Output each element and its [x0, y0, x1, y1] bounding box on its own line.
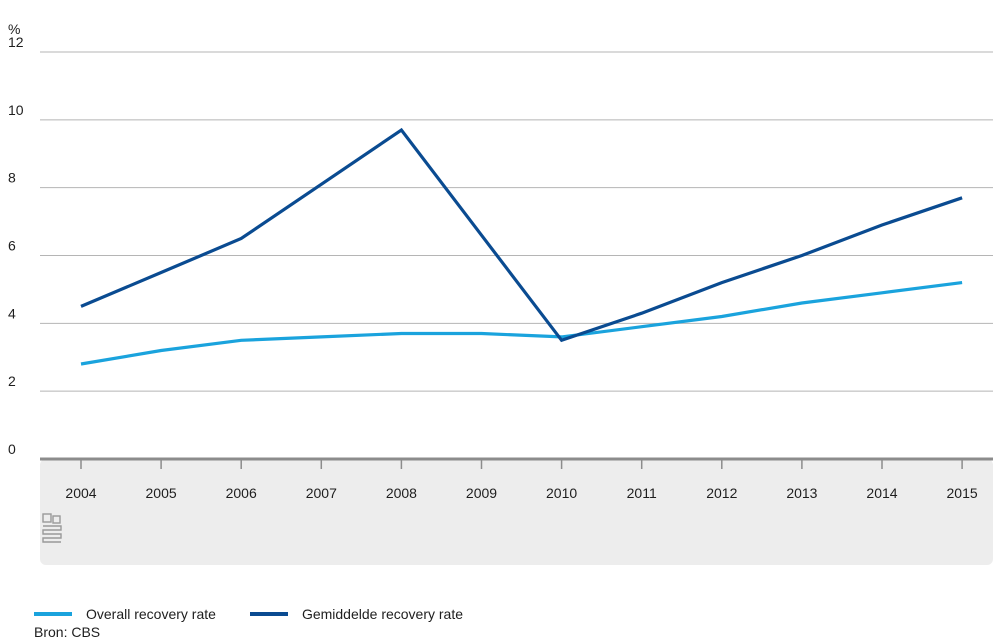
- x-tick-label: 2011: [627, 485, 657, 501]
- x-tick-label: 2010: [546, 485, 577, 501]
- source-note: Bron: CBS: [34, 624, 101, 640]
- legend-item-overall: Overall recovery rate: [34, 606, 216, 622]
- x-tick-label: 2015: [947, 485, 978, 501]
- x-tick-label: 2012: [706, 485, 737, 501]
- grid-lines: [40, 51, 993, 469]
- x-tick-label: 2008: [386, 485, 417, 501]
- y-tick-label: 0: [8, 441, 16, 457]
- series-lines: [80, 127, 963, 366]
- y-tick-label: 10: [8, 102, 24, 118]
- y-tick-label: 12: [8, 34, 24, 50]
- x-tick-label: 2013: [786, 485, 817, 501]
- x-tick-label: 2006: [226, 485, 257, 501]
- legend-swatch-overall: [34, 612, 72, 616]
- x-tick-label: 2007: [306, 485, 337, 501]
- x-tick-label: 2014: [866, 485, 897, 501]
- y-tick-label: 8: [8, 170, 16, 186]
- legend-label-gemiddelde: Gemiddelde recovery rate: [301, 606, 464, 622]
- x-tick-label: 2004: [65, 485, 96, 501]
- legend: Overall recovery rate Gemiddelde recover…: [34, 606, 463, 622]
- x-tick-label: 2009: [466, 485, 497, 501]
- legend-swatch-gemiddelde: [249, 612, 288, 616]
- x-tick-labels: 2004 2005 2006 2007 2008 2009 2010 2011 2012 2013…: [65, 485, 977, 501]
- y-tick-label: 2: [8, 373, 16, 389]
- x-axis-band: [40, 459, 993, 565]
- series-line-overall: [80, 281, 963, 366]
- series-line-gemiddelde: [80, 127, 963, 343]
- cbs-logo-icon: [42, 513, 62, 543]
- legend-label-overall: Overall recovery rate: [86, 606, 216, 622]
- x-tick-label: 2005: [146, 485, 177, 501]
- y-tick-label: 4: [8, 305, 16, 321]
- legend-item-gemiddelde: Gemiddelde recovery rate: [249, 606, 464, 622]
- y-tick-labels: 0 2 4 6 8 10 12: [8, 34, 24, 457]
- y-tick-label: 6: [8, 238, 16, 254]
- y-axis-unit-label: %: [8, 21, 20, 37]
